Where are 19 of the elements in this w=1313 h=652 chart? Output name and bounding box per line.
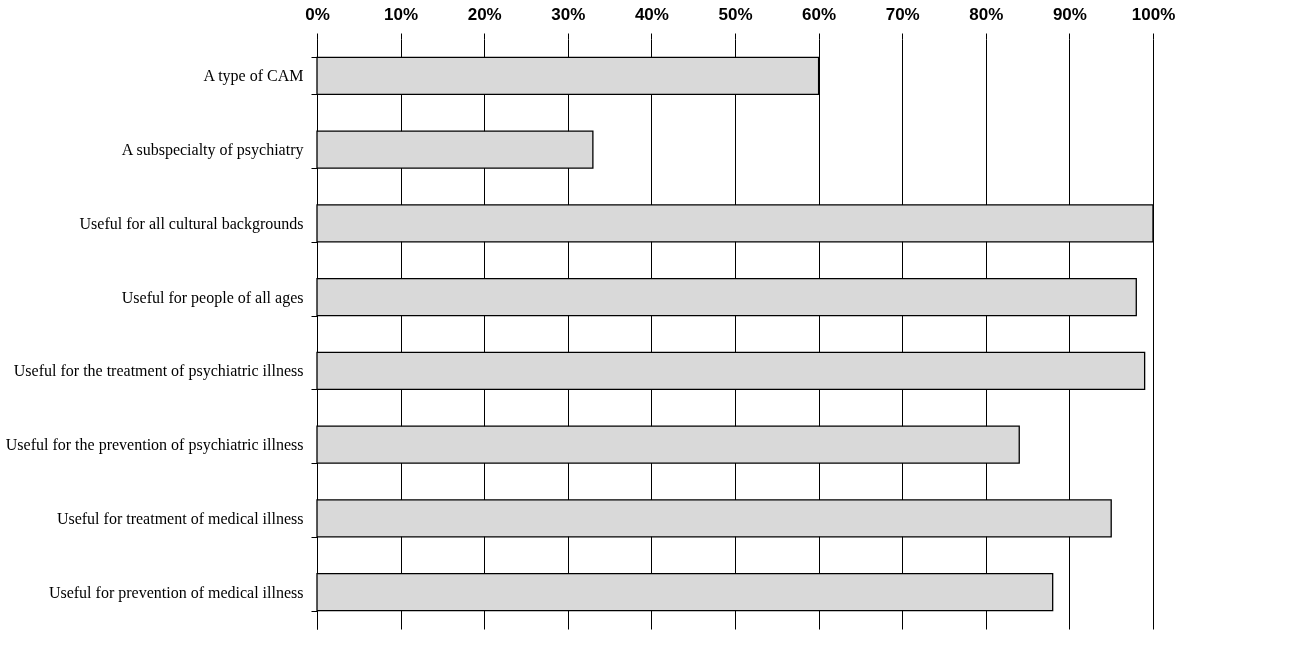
x-tick-label: 0% [305, 4, 330, 24]
x-tick-label: 100% [1131, 4, 1176, 24]
x-tick-label: 20% [467, 4, 502, 24]
y-tick-label: Useful for the prevention of psychiatric illness [5, 436, 304, 455]
y-tick-label: Useful for treatment of medical illness [56, 509, 304, 527]
x-tick-label: 80% [969, 4, 1004, 24]
x-tick-label: 60% [802, 4, 837, 24]
y-tick-label: A subspecialty of psychiatry [121, 141, 304, 160]
x-tick-label: 50% [718, 4, 753, 24]
x-tick-label: 70% [885, 4, 920, 24]
y-tick-label: Useful for prevention of medical illness [48, 583, 304, 602]
x-tick-label: 10% [384, 4, 419, 24]
x-tick-label: 40% [634, 4, 669, 24]
y-tick-label: Useful for the treatment of psychiatric illness [13, 362, 304, 381]
y-tick-label: A type of CAM [203, 67, 304, 86]
x-tick-label: 30% [551, 4, 586, 24]
x-tick-label: 90% [1052, 4, 1087, 24]
y-tick-label: Useful for all cultural backgrounds [79, 214, 304, 233]
y-tick-label: Useful for people of all ages [121, 288, 304, 307]
